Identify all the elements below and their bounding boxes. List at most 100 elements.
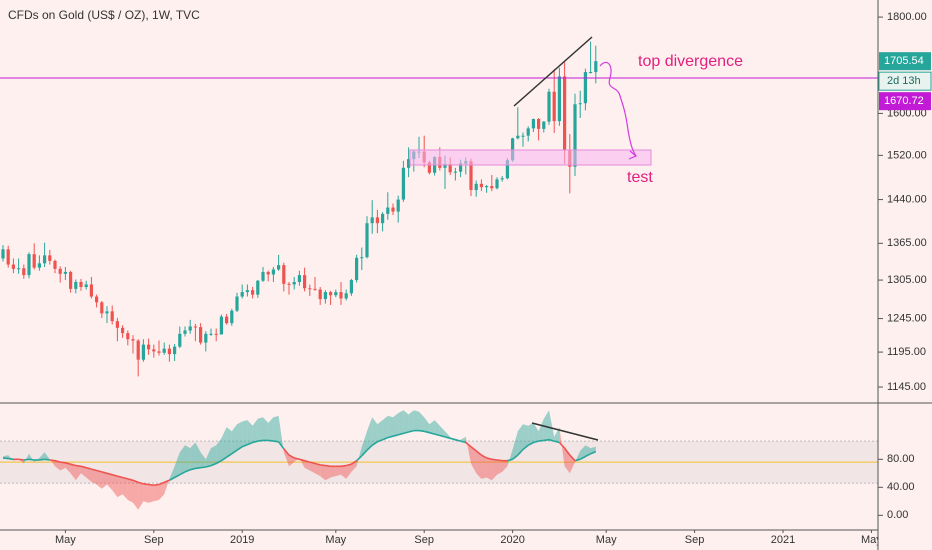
- oscillator-fill: [403, 410, 409, 434]
- oscillator-line: [558, 441, 566, 449]
- oscillator-line: [320, 464, 326, 467]
- trend-line: [531, 422, 599, 441]
- oscillator-fill: [346, 464, 352, 479]
- countdown-tag: [878, 71, 932, 91]
- oscillator-fill: [481, 455, 487, 479]
- y-tick-label: 1520.00: [887, 149, 927, 161]
- oscillator-line: [247, 441, 253, 446]
- oscillator-fill: [356, 446, 362, 467]
- candle-body: [115, 321, 119, 328]
- oscillator-fill: [549, 410, 555, 442]
- x-tick-label: May: [55, 534, 76, 546]
- x-tick-label: 2021: [771, 534, 795, 546]
- oscillator-line: [423, 430, 430, 434]
- oscillator-fill: [486, 457, 492, 481]
- oscillator-line: [277, 441, 285, 450]
- oscillator-fill: [393, 413, 399, 437]
- chart-title: CFDs on Gold (US$ / OZ), 1W, TVC: [8, 8, 200, 22]
- oscillator-fill: [268, 417, 274, 442]
- oscillator-line: [481, 454, 487, 459]
- oscillator-fill: [216, 438, 222, 464]
- line-tag-label: 1670.72: [884, 95, 924, 107]
- oscillator-fill: [70, 464, 76, 481]
- oscillator-fill: [117, 476, 123, 498]
- oscillator-line: [91, 468, 97, 472]
- y-tick-label: 40.00: [887, 481, 915, 493]
- candle-body: [287, 283, 291, 285]
- candle-body: [292, 281, 296, 285]
- candle-body: [323, 292, 327, 300]
- oscillator-line: [231, 449, 238, 455]
- candle-body: [89, 284, 93, 297]
- candle-body: [308, 288, 312, 290]
- candle-body: [100, 302, 104, 314]
- annotation: top divergence: [638, 53, 743, 70]
- oscillator-fill: [127, 478, 133, 503]
- candle-body: [121, 327, 125, 334]
- oscillator-fill: [554, 427, 560, 443]
- candle-body: [48, 255, 52, 261]
- oscillator-line: [579, 455, 586, 461]
- candle-body: [37, 263, 41, 268]
- candle-body: [245, 290, 249, 293]
- axis-background: [878, 0, 932, 550]
- oscillator-fill: [44, 452, 50, 460]
- candle-body: [95, 296, 99, 303]
- candle-body: [219, 316, 223, 335]
- y-tick-label: 1305.00: [887, 274, 927, 286]
- oscillator-line: [49, 459, 56, 462]
- candle-body: [349, 280, 353, 294]
- support-zone: [409, 149, 652, 166]
- candle-body: [386, 207, 390, 214]
- candle-body: [542, 121, 546, 129]
- oscillator-fill: [164, 478, 170, 495]
- oscillator-fill: [60, 462, 66, 471]
- candle-body: [11, 264, 15, 269]
- x-tick-label: May: [596, 534, 617, 546]
- oscillator-line: [543, 438, 550, 442]
- candle-body: [162, 348, 166, 353]
- oscillator-fill: [377, 420, 383, 442]
- oscillator-fill: [325, 465, 331, 481]
- candle-body: [6, 249, 10, 265]
- oscillator-fill: [304, 460, 310, 471]
- oscillator-fill: [419, 411, 425, 432]
- candle-body: [303, 275, 307, 289]
- oscillator-fill: [273, 415, 279, 442]
- candle-body: [521, 135, 525, 137]
- oscillator-fill: [148, 484, 154, 503]
- candle-body: [573, 104, 577, 167]
- oscillator-line: [153, 483, 160, 486]
- candle-body: [360, 257, 364, 259]
- y-tick-label: 0.00: [887, 509, 908, 521]
- candle-body: [22, 268, 26, 276]
- oscillator-line: [148, 483, 154, 486]
- oscillator-fill: [211, 445, 217, 466]
- oscillator-line: [23, 458, 30, 461]
- oscillator-line: [538, 439, 544, 442]
- candle-body: [396, 199, 400, 212]
- candle-body: [355, 257, 359, 281]
- oscillator-line: [569, 454, 576, 462]
- candle-body: [318, 289, 322, 300]
- plot-area: May Sep 2019 May Sep 2020 May Sep 2021 May: [0, 41, 882, 546]
- oscillator-line: [70, 463, 77, 467]
- oscillator-fill: [221, 427, 227, 461]
- candle-body: [235, 296, 239, 311]
- candle-body: [469, 161, 473, 190]
- oscillator-line: [356, 455, 363, 462]
- oscillator-fill: [179, 445, 185, 475]
- oscillator-line: [444, 436, 451, 440]
- oscillator-fill: [247, 420, 253, 445]
- candle-body: [266, 271, 270, 275]
- candle-body: [209, 333, 213, 335]
- candle-body: [136, 340, 140, 360]
- oscillator-fill: [205, 448, 211, 467]
- oscillator-fill: [408, 410, 414, 432]
- y-tick-label: 80.00: [887, 453, 915, 465]
- oscillator-line: [28, 458, 35, 461]
- y-tick-label: 1800.00: [887, 11, 927, 23]
- x-tick-label: Sep: [144, 534, 164, 546]
- oscillator-line: [340, 464, 347, 468]
